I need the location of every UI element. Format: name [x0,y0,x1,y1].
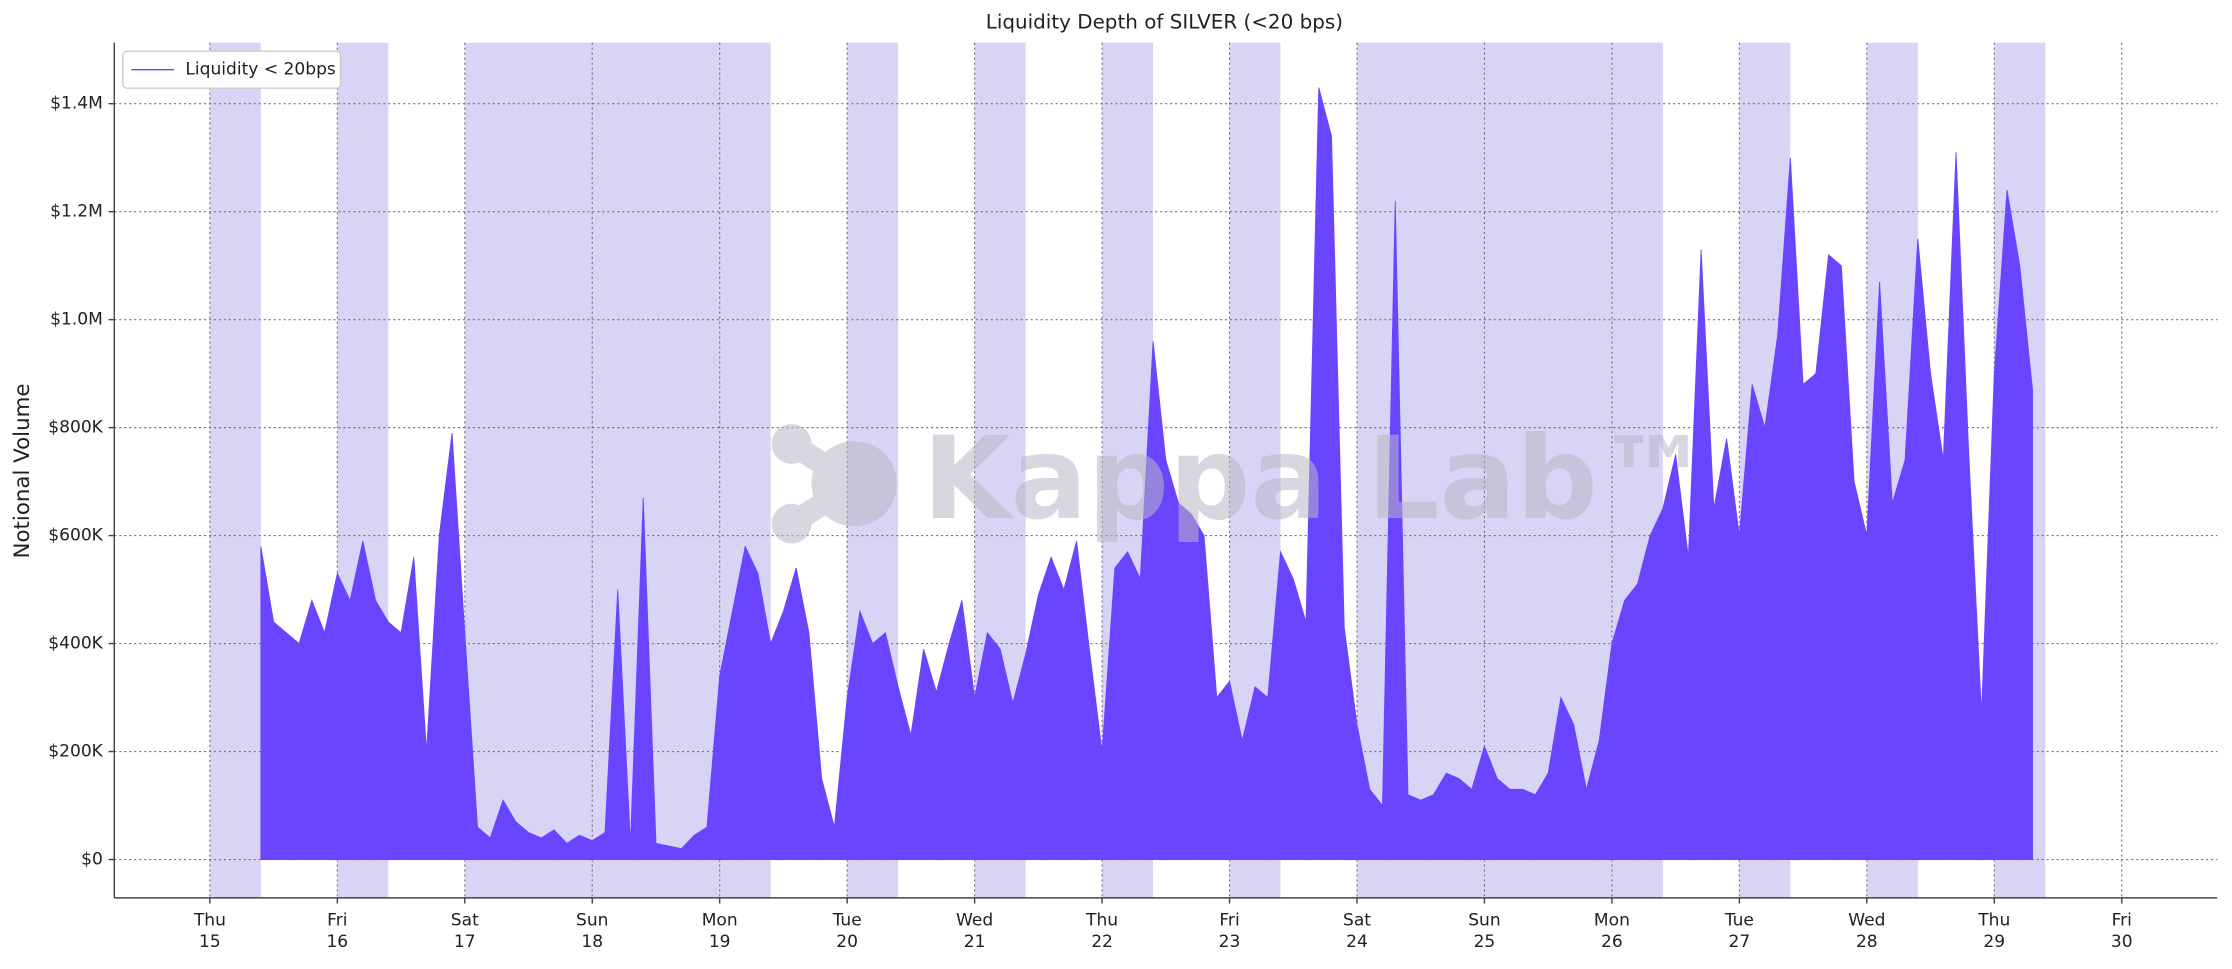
x-tick-label: Tue 20 [832,911,862,952]
x-tick-label: Thu 22 [1085,911,1118,952]
x-tick-label-line: 29 [1983,932,2005,952]
x-tick-label-line: 16 [326,932,348,952]
x-tick-label-line: 27 [1729,932,1751,952]
x-tick-label-line: 28 [1856,932,1878,952]
x-tick-label: Mon 19 [702,911,738,952]
x-tick-label-line: Tue [832,911,862,931]
x-tick-label-line: 20 [836,932,858,952]
y-tick-label: $1.4M [50,94,103,114]
x-tick-label: Mon 26 [1594,911,1630,952]
x-tick-label-line: 24 [1346,932,1368,952]
x-tick-label-line: Thu [1977,911,2010,931]
x-tick-label-line: Thu [193,911,226,931]
x-tick-label: Thu 15 [193,911,226,952]
x-tick-label: Sat 24 [1343,911,1371,952]
x-tick-label-line: Fri [2112,911,2132,931]
x-tick-label-line: 25 [1474,932,1496,952]
x-tick-label-line: 21 [964,932,986,952]
y-tick-label: $400K [48,634,103,654]
x-tick-label-line: Wed [956,911,993,931]
x-tick-label: Sun 18 [576,911,608,952]
x-tick-label: Fri 23 [1219,911,1241,952]
x-tick-label-line: 17 [454,932,476,952]
x-tick-label-line: Tue [1724,911,1754,931]
x-tick-label: Fri 16 [326,911,348,952]
y-tick-label: $0 [81,850,103,870]
shaded-band [209,42,261,898]
x-tick-label: Fri 30 [2111,911,2133,952]
x-tick-label: Wed 28 [1848,911,1885,952]
x-tick-label: Wed 21 [956,911,993,952]
y-tick-label: $200K [48,742,103,762]
x-tick-label: Tue 27 [1724,911,1754,952]
x-tick-label-line: 15 [199,932,221,952]
watermark: Kappa Lab™ [771,412,1712,545]
x-tick-label-line: Sun [1468,911,1500,931]
x-tick-label-line: Fri [1219,911,1239,931]
legend-box [122,50,342,89]
y-axis-label: Notional Volume [10,383,35,558]
x-tick-label: Sat 17 [451,911,479,952]
logo-link [785,474,861,534]
area [260,87,2033,860]
y-tick-label: $600K [48,526,103,546]
y-tick-label: $1.2M [50,202,103,222]
x-tick-label-line: Thu [1085,911,1118,931]
legend-label: Liquidity < 20bps [185,60,336,80]
x-tick-label-line: 30 [2111,932,2133,952]
legend: Liquidity < 20bps [122,50,342,89]
x-tick-label: Thu 29 [1977,911,2010,952]
x-tick-label-line: Wed [1848,911,1885,931]
watermark-text: Kappa Lab™ [922,412,1711,545]
x-tick-label-line: Sat [451,911,479,931]
y-tick-label: $1.0M [50,310,103,330]
y-tick-label: $800K [48,418,103,438]
x-tick-label-line: Sun [576,911,608,931]
x-tick-label-line: 26 [1601,932,1623,952]
x-tick-label-line: 18 [581,932,603,952]
x-tick-label-line: Mon [1594,911,1630,931]
x-tick-label-line: 19 [709,932,731,952]
x-tick-label-line: Fri [327,911,347,931]
x-tick-label: Sun 25 [1468,911,1500,952]
x-tick-label-line: Mon [702,911,738,931]
area-layer [260,87,2033,860]
x-tick-label-line: 23 [1219,932,1241,952]
chart-title: Liquidity Depth of SILVER (<20 bps) [986,10,1343,33]
x-tick-label-line: Sat [1343,911,1371,931]
x-tick-label-line: 22 [1091,932,1113,952]
